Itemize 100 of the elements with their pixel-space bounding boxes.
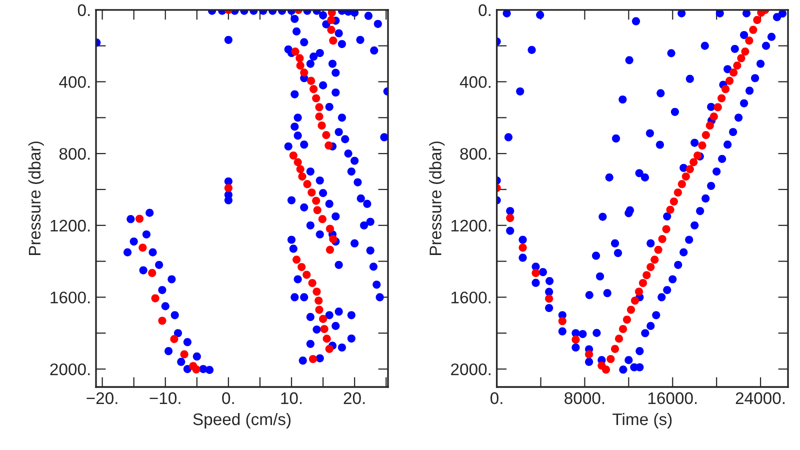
point <box>312 196 320 205</box>
point <box>294 158 302 166</box>
x-tick-label: 24000. <box>736 392 784 404</box>
point <box>745 36 754 45</box>
x-axis-title: Time (s) <box>612 412 672 428</box>
y-tick-label: 2000. <box>451 363 490 376</box>
point <box>298 172 306 181</box>
point <box>702 131 710 140</box>
point <box>318 215 326 224</box>
point <box>170 335 178 344</box>
point <box>324 141 333 150</box>
point <box>325 344 334 353</box>
point <box>753 16 762 24</box>
point <box>310 85 318 94</box>
point <box>326 224 334 233</box>
y-tick-label: 800. <box>460 148 490 160</box>
x-tick-label: 8000. <box>564 392 604 404</box>
point <box>303 180 312 188</box>
point <box>315 112 324 121</box>
point <box>224 184 232 192</box>
point <box>654 246 662 254</box>
x-tick-label: 20. <box>344 392 365 404</box>
point <box>192 365 200 374</box>
x-tick-label: −10. <box>150 392 180 404</box>
point <box>690 158 698 166</box>
point <box>328 10 336 17</box>
point <box>296 62 304 70</box>
point <box>327 16 336 24</box>
y-tick-label: 0. <box>78 4 90 16</box>
point <box>313 206 322 214</box>
x-tick-label: 0. <box>222 392 234 404</box>
point <box>584 350 594 358</box>
point <box>606 354 615 364</box>
point <box>634 288 644 296</box>
point <box>291 48 300 56</box>
point <box>714 103 722 112</box>
point <box>315 103 324 112</box>
point <box>296 54 304 62</box>
point <box>518 244 527 252</box>
x-tick-label: 16000. <box>648 392 697 404</box>
y-axis-title: Pressure (dbar) <box>429 142 445 255</box>
point <box>646 262 655 272</box>
x-tick-label: −20. <box>86 392 118 404</box>
point <box>296 165 304 174</box>
point <box>618 324 628 334</box>
y-tick-label: 1600. <box>50 292 90 304</box>
point <box>322 334 331 343</box>
point <box>626 306 636 314</box>
point <box>312 94 320 102</box>
point <box>318 314 328 323</box>
point <box>545 294 554 303</box>
point <box>725 76 734 85</box>
point <box>298 262 306 272</box>
point <box>322 131 330 140</box>
point <box>749 26 758 34</box>
point <box>662 225 670 234</box>
point <box>327 26 336 34</box>
point <box>733 62 742 70</box>
point <box>148 268 156 278</box>
point <box>670 197 678 206</box>
point <box>678 180 686 188</box>
y-tick-label: 400. <box>59 76 90 88</box>
point <box>135 214 144 223</box>
y-tick-label: 0. <box>478 4 490 16</box>
point <box>572 336 580 344</box>
point <box>698 141 706 150</box>
point <box>682 172 690 181</box>
point <box>729 68 738 77</box>
point <box>320 324 328 334</box>
point <box>329 36 338 45</box>
point <box>721 85 730 94</box>
point <box>307 76 316 85</box>
point <box>710 112 718 121</box>
point <box>737 54 746 62</box>
point <box>741 48 750 56</box>
point <box>610 344 620 353</box>
point <box>308 354 317 364</box>
x-axis-title: Speed (cm/s) <box>193 412 291 428</box>
point <box>718 94 726 102</box>
point <box>642 271 651 280</box>
point <box>630 296 640 305</box>
y-tick-label: 800. <box>59 148 90 160</box>
point <box>329 234 338 244</box>
point <box>314 296 323 305</box>
point <box>674 188 682 197</box>
point <box>151 294 160 302</box>
point <box>292 256 301 264</box>
point <box>308 278 316 288</box>
point <box>315 306 324 314</box>
point <box>558 317 566 326</box>
x-tick-label: 0. <box>490 392 502 404</box>
y-tick-label: 400. <box>460 76 490 88</box>
point <box>686 165 694 174</box>
point <box>650 256 659 264</box>
point <box>602 366 610 374</box>
point <box>318 121 326 130</box>
point <box>158 316 166 325</box>
point <box>622 316 632 324</box>
point <box>666 206 674 214</box>
y-tick-label: 1200. <box>452 220 490 232</box>
